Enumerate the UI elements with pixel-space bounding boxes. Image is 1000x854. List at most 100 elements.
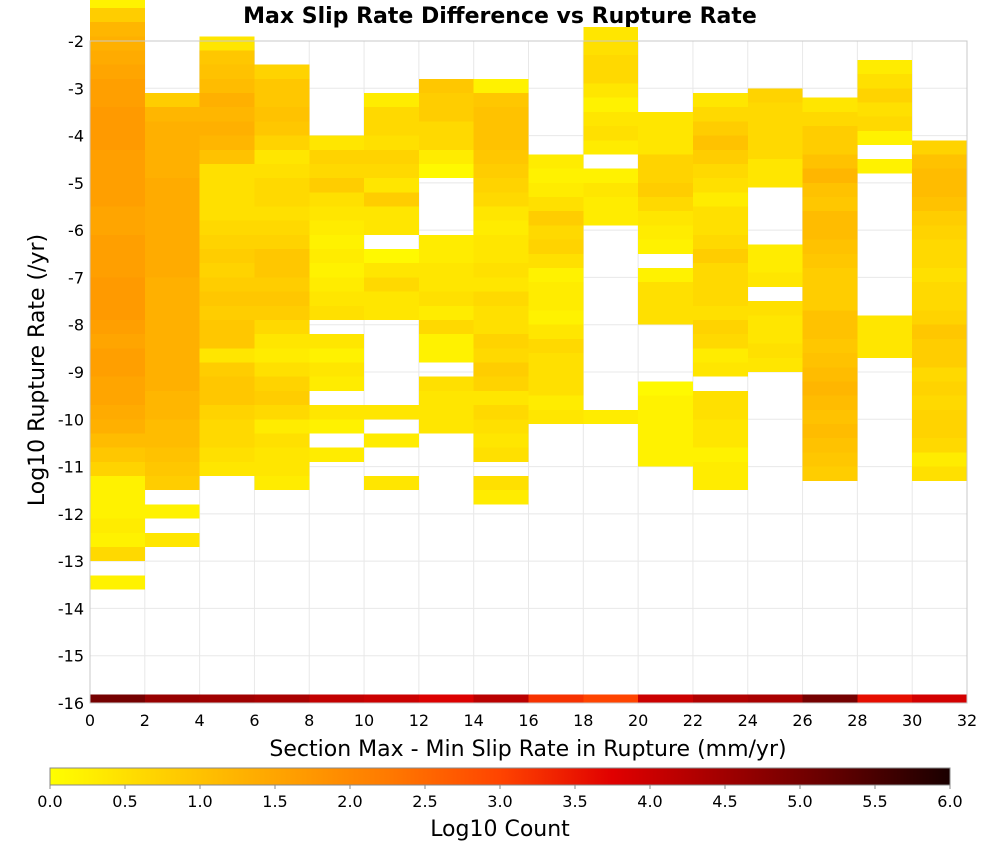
heatmap-cell bbox=[528, 282, 584, 297]
heatmap-cell bbox=[199, 433, 255, 448]
plot-border bbox=[89, 40, 968, 704]
heatmap-cell bbox=[144, 305, 200, 320]
heatmap-cell bbox=[144, 163, 200, 179]
marginal-cell bbox=[912, 694, 967, 703]
heatmap-cell bbox=[309, 277, 365, 292]
heatmap-cell bbox=[473, 178, 529, 193]
heatmap-cell bbox=[90, 64, 145, 79]
colorbar-tick-label: 3.0 bbox=[487, 792, 512, 811]
heatmap-cell bbox=[90, 78, 145, 94]
heatmap-cell bbox=[473, 249, 529, 264]
heatmap-cell bbox=[638, 126, 693, 141]
marginal-cell bbox=[747, 694, 803, 703]
heatmap-cell bbox=[309, 362, 365, 377]
heatmap-cell bbox=[473, 277, 529, 292]
heatmap-cell bbox=[638, 239, 693, 254]
heatmap-cell bbox=[199, 64, 255, 79]
x-tick-label: 0 bbox=[85, 711, 95, 730]
marginal-cell bbox=[583, 694, 639, 703]
heatmap-cell bbox=[90, 348, 145, 363]
heatmap-cell bbox=[802, 282, 858, 297]
heatmap-cell bbox=[309, 447, 365, 462]
heatmap-cell bbox=[528, 381, 584, 396]
marginal-cell bbox=[199, 694, 255, 703]
heatmap-cell bbox=[418, 135, 474, 150]
heatmap-cell bbox=[418, 305, 474, 320]
heatmap-cell bbox=[857, 88, 913, 103]
heatmap-cell bbox=[857, 159, 913, 174]
heatmap-cell bbox=[857, 59, 913, 75]
heatmap-cell bbox=[364, 476, 419, 491]
heatmap-cell bbox=[857, 343, 913, 358]
heatmap-cell bbox=[638, 168, 693, 183]
heatmap-cell bbox=[90, 0, 145, 8]
heatmap-cell bbox=[583, 111, 639, 127]
heatmap-cell bbox=[638, 296, 693, 311]
heatmap-cell bbox=[254, 319, 310, 335]
heatmap-cell bbox=[309, 192, 365, 207]
heatmap-cell bbox=[692, 433, 748, 448]
heatmap-cell bbox=[692, 461, 748, 477]
x-tick-label: 26 bbox=[792, 711, 812, 730]
heatmap-cell bbox=[528, 267, 584, 283]
heatmap-cell bbox=[528, 296, 584, 311]
heatmap-cell bbox=[473, 93, 529, 108]
heatmap-cell bbox=[364, 149, 419, 164]
heatmap-cell bbox=[912, 197, 967, 212]
heatmap-cell bbox=[747, 145, 803, 160]
heatmap-cell bbox=[912, 267, 967, 283]
heatmap-cell bbox=[802, 466, 858, 481]
colorbar-tick-label: 6.0 bbox=[937, 792, 962, 811]
heatmap-cell bbox=[857, 329, 913, 344]
heatmap-cell bbox=[364, 206, 419, 221]
heatmap-cell bbox=[528, 353, 584, 368]
heatmap-cell bbox=[90, 291, 145, 306]
heatmap-cell bbox=[364, 135, 419, 150]
y-tick-label: -15 bbox=[58, 647, 84, 666]
heatmap-cell bbox=[473, 376, 529, 391]
heatmap-cell bbox=[144, 405, 200, 420]
heatmap-cell bbox=[638, 197, 693, 212]
heatmap-cell bbox=[309, 376, 365, 391]
heatmap-cell bbox=[364, 93, 419, 108]
heatmap-cell bbox=[528, 225, 584, 240]
x-axis-label: Section Max - Min Slip Rate in Rupture (… bbox=[269, 737, 786, 762]
heatmap-cells bbox=[90, 0, 967, 703]
heatmap-cell bbox=[473, 476, 529, 491]
heatmap-cell bbox=[802, 338, 858, 354]
marginal-cell bbox=[144, 694, 200, 703]
heatmap-cell bbox=[90, 36, 145, 51]
x-tick-label: 18 bbox=[573, 711, 593, 730]
y-axis-label: Log10 Rupture Rate (/yr) bbox=[25, 234, 50, 506]
heatmap-cell bbox=[254, 107, 310, 122]
heatmap-cell bbox=[638, 424, 693, 439]
marginal-cell bbox=[473, 694, 529, 703]
heatmap-cell bbox=[912, 367, 967, 382]
heatmap-cell bbox=[912, 395, 967, 410]
heatmap-cell bbox=[528, 338, 584, 354]
heatmap-cell bbox=[364, 291, 419, 306]
heatmap-cell bbox=[254, 447, 310, 462]
heatmap-cell bbox=[254, 461, 310, 477]
heatmap-cell bbox=[528, 154, 584, 169]
heatmap-cell bbox=[473, 334, 529, 349]
heatmap-cell bbox=[692, 149, 748, 164]
heatmap-cell bbox=[473, 348, 529, 363]
heatmap-cell bbox=[309, 263, 365, 278]
heatmap-cell bbox=[90, 532, 145, 547]
heatmap-cell bbox=[90, 447, 145, 462]
heatmap-cell bbox=[254, 419, 310, 434]
colorbar-tick-label: 5.5 bbox=[862, 792, 887, 811]
heatmap-cell bbox=[254, 64, 310, 79]
x-tick-label: 12 bbox=[409, 711, 429, 730]
heatmap-cell bbox=[254, 376, 310, 391]
heatmap-cell bbox=[199, 249, 255, 264]
heatmap-cell bbox=[309, 291, 365, 306]
heatmap-cell bbox=[583, 182, 639, 198]
x-tick-label: 14 bbox=[464, 711, 484, 730]
heatmap-cell bbox=[692, 319, 748, 335]
heatmap-cell bbox=[802, 182, 858, 198]
heatmap-cell bbox=[418, 249, 474, 264]
heatmap-cell bbox=[638, 395, 693, 410]
heatmap-cell bbox=[857, 102, 913, 117]
